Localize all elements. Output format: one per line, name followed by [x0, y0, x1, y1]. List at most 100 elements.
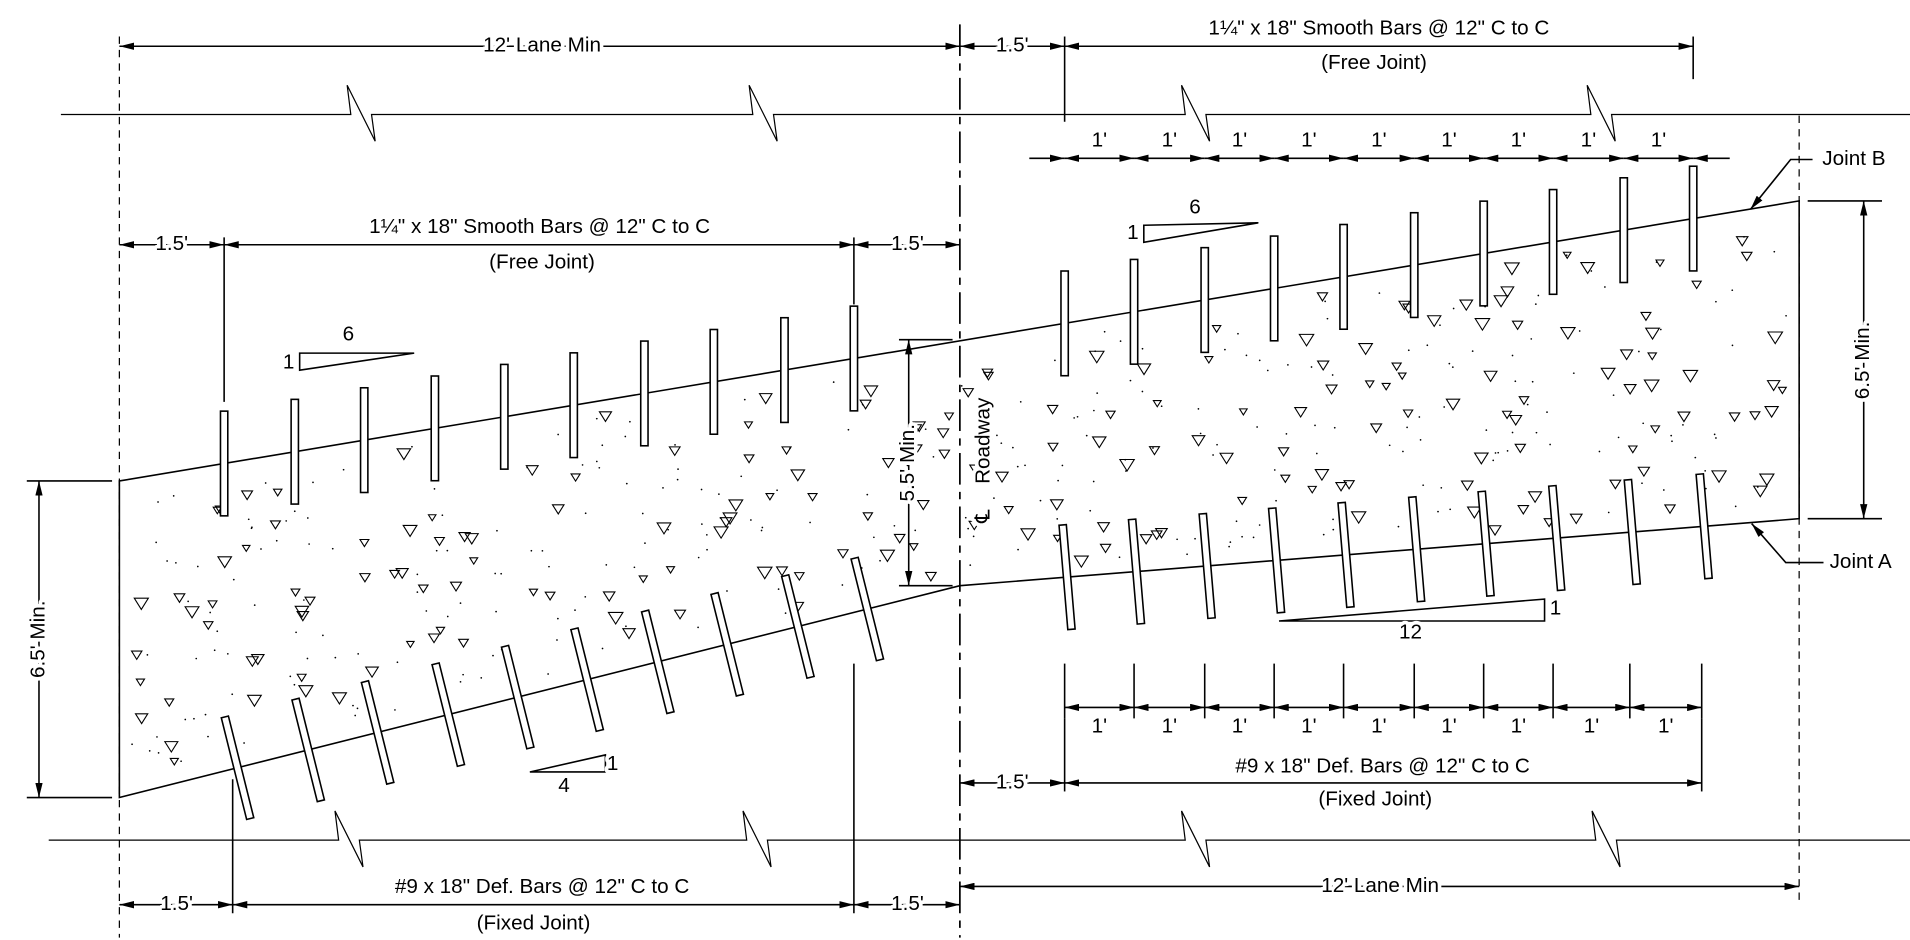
aggregate	[1104, 410, 1117, 420]
aggregate	[417, 584, 430, 594]
sand	[331, 547, 334, 550]
sand	[726, 590, 728, 592]
sand	[697, 626, 699, 629]
spacing-label: 1'	[1162, 714, 1177, 737]
aggregate	[396, 448, 412, 461]
sand	[492, 654, 494, 657]
slope-triangle	[529, 753, 607, 773]
sand	[743, 398, 746, 401]
sand	[394, 709, 396, 711]
sand	[1565, 254, 1568, 257]
sand	[1275, 499, 1277, 502]
aggregate	[1752, 485, 1768, 498]
sand	[595, 460, 598, 463]
aggregate	[879, 549, 896, 563]
spacing-label: 1'	[1162, 129, 1177, 152]
smooth-bar	[499, 363, 509, 470]
centerline-label: Roadway	[972, 397, 995, 484]
aggregate	[912, 421, 927, 433]
aggregate	[656, 522, 672, 535]
sand	[1310, 366, 1313, 368]
slope-run: 12	[1399, 621, 1422, 644]
aggregate	[1758, 473, 1775, 487]
sand	[1332, 528, 1335, 531]
sand	[425, 610, 428, 612]
sand	[847, 428, 850, 431]
aggregate	[968, 520, 981, 531]
aggregate	[1316, 292, 1329, 302]
spacing-label: 1'	[1232, 714, 1247, 737]
sand	[1694, 456, 1697, 459]
sand	[253, 604, 256, 606]
aggregate	[1298, 333, 1315, 347]
aggregate	[1483, 370, 1498, 383]
edge-label: 1.5'	[996, 770, 1029, 793]
spacing-label: 1'	[1092, 129, 1107, 152]
sand	[157, 501, 159, 503]
sand	[1534, 303, 1537, 305]
sand	[1160, 405, 1163, 408]
sand	[991, 438, 993, 440]
slab-outline	[118, 199, 1800, 799]
sand	[1449, 508, 1452, 511]
deformed-bar	[1127, 518, 1146, 625]
sand	[667, 528, 670, 531]
smooth-bar	[639, 340, 649, 447]
deformed-bar	[1623, 478, 1642, 586]
aggregate	[1559, 327, 1577, 341]
labels: 12' Lane Min 1.5' 1¼" x 18" Smooth Bars …	[23, 13, 1896, 938]
spacing-label: 1'	[1371, 714, 1386, 737]
aggregate	[1426, 315, 1442, 328]
sand	[598, 466, 601, 469]
sand	[1176, 538, 1178, 541]
sand	[705, 533, 708, 536]
aggregate	[405, 640, 416, 649]
slope-rise: 1	[1550, 596, 1562, 619]
aggregate	[395, 568, 410, 580]
sand	[1273, 469, 1276, 471]
aggregate	[1325, 384, 1339, 395]
sand	[595, 417, 598, 420]
deformed-bar	[431, 661, 466, 768]
sand	[293, 683, 296, 686]
deformed-bar	[1547, 484, 1566, 592]
deformed-bar	[780, 573, 816, 680]
sand	[932, 455, 935, 458]
deformed-bar	[360, 679, 395, 786]
smooth-bar	[849, 305, 859, 412]
sand	[873, 536, 875, 539]
sand	[1598, 450, 1601, 453]
sand	[1199, 432, 1202, 435]
aggregate	[1049, 499, 1065, 511]
sand	[676, 478, 679, 481]
depth-label: 6.5' Min.	[1851, 322, 1874, 400]
aggregate	[1655, 259, 1665, 268]
bar-spec: 1¼" x 18" Smooth Bars @ 12" C to C	[369, 215, 710, 238]
aggregate	[1517, 505, 1530, 515]
sand	[1326, 317, 1329, 320]
aggregate	[981, 368, 994, 379]
sand	[697, 556, 700, 559]
sand	[459, 680, 462, 683]
sand	[1511, 431, 1514, 434]
sand	[750, 519, 752, 521]
aggregate	[781, 446, 793, 456]
aggregate	[1307, 485, 1318, 494]
aggregate	[807, 492, 819, 502]
aggregate	[607, 611, 624, 626]
sand	[226, 652, 229, 655]
sand	[196, 565, 199, 568]
sand	[784, 612, 787, 614]
sand	[1590, 270, 1593, 272]
sand	[1235, 520, 1238, 523]
sand	[446, 549, 449, 552]
sand	[459, 602, 462, 605]
sand	[914, 529, 917, 532]
sand	[1057, 479, 1059, 482]
sand	[1287, 364, 1289, 366]
sand	[1266, 369, 1269, 372]
sand	[446, 615, 449, 618]
aggregate	[1369, 423, 1383, 434]
aggregate	[638, 575, 649, 584]
sand	[1378, 292, 1381, 294]
